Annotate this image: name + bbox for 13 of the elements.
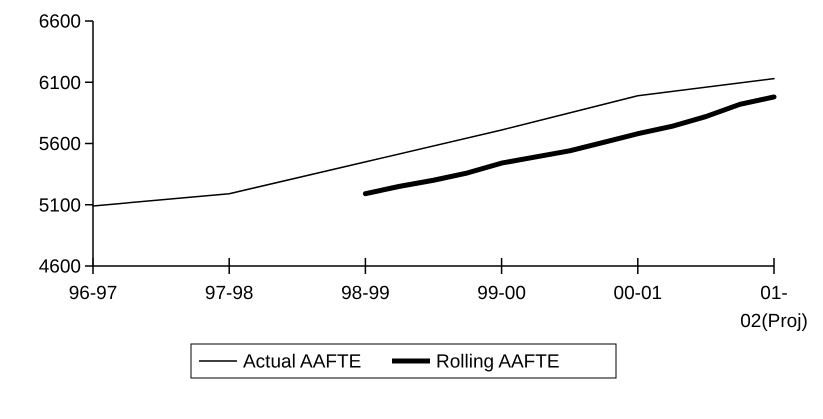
y-tick-label: 6100 (38, 72, 81, 94)
legend-label: Actual AAFTE (243, 352, 362, 373)
x-tick-label: 01-02(Proj) (740, 283, 808, 332)
x-tick-label: 96-97 (68, 283, 118, 304)
x-tick-label: 97-98 (204, 283, 254, 304)
x-tick-label: 99-00 (477, 283, 526, 304)
y-tick-label: 4600 (38, 256, 81, 278)
y-tick-label: 6600 (38, 12, 81, 33)
y-tick-label: 5100 (38, 195, 81, 216)
y-tick-label: 5600 (38, 134, 81, 156)
x-tick-label: 00-01 (613, 283, 662, 304)
x-tick-label: 98-99 (341, 283, 390, 304)
legend-label: Rolling AAFTE (436, 352, 560, 373)
